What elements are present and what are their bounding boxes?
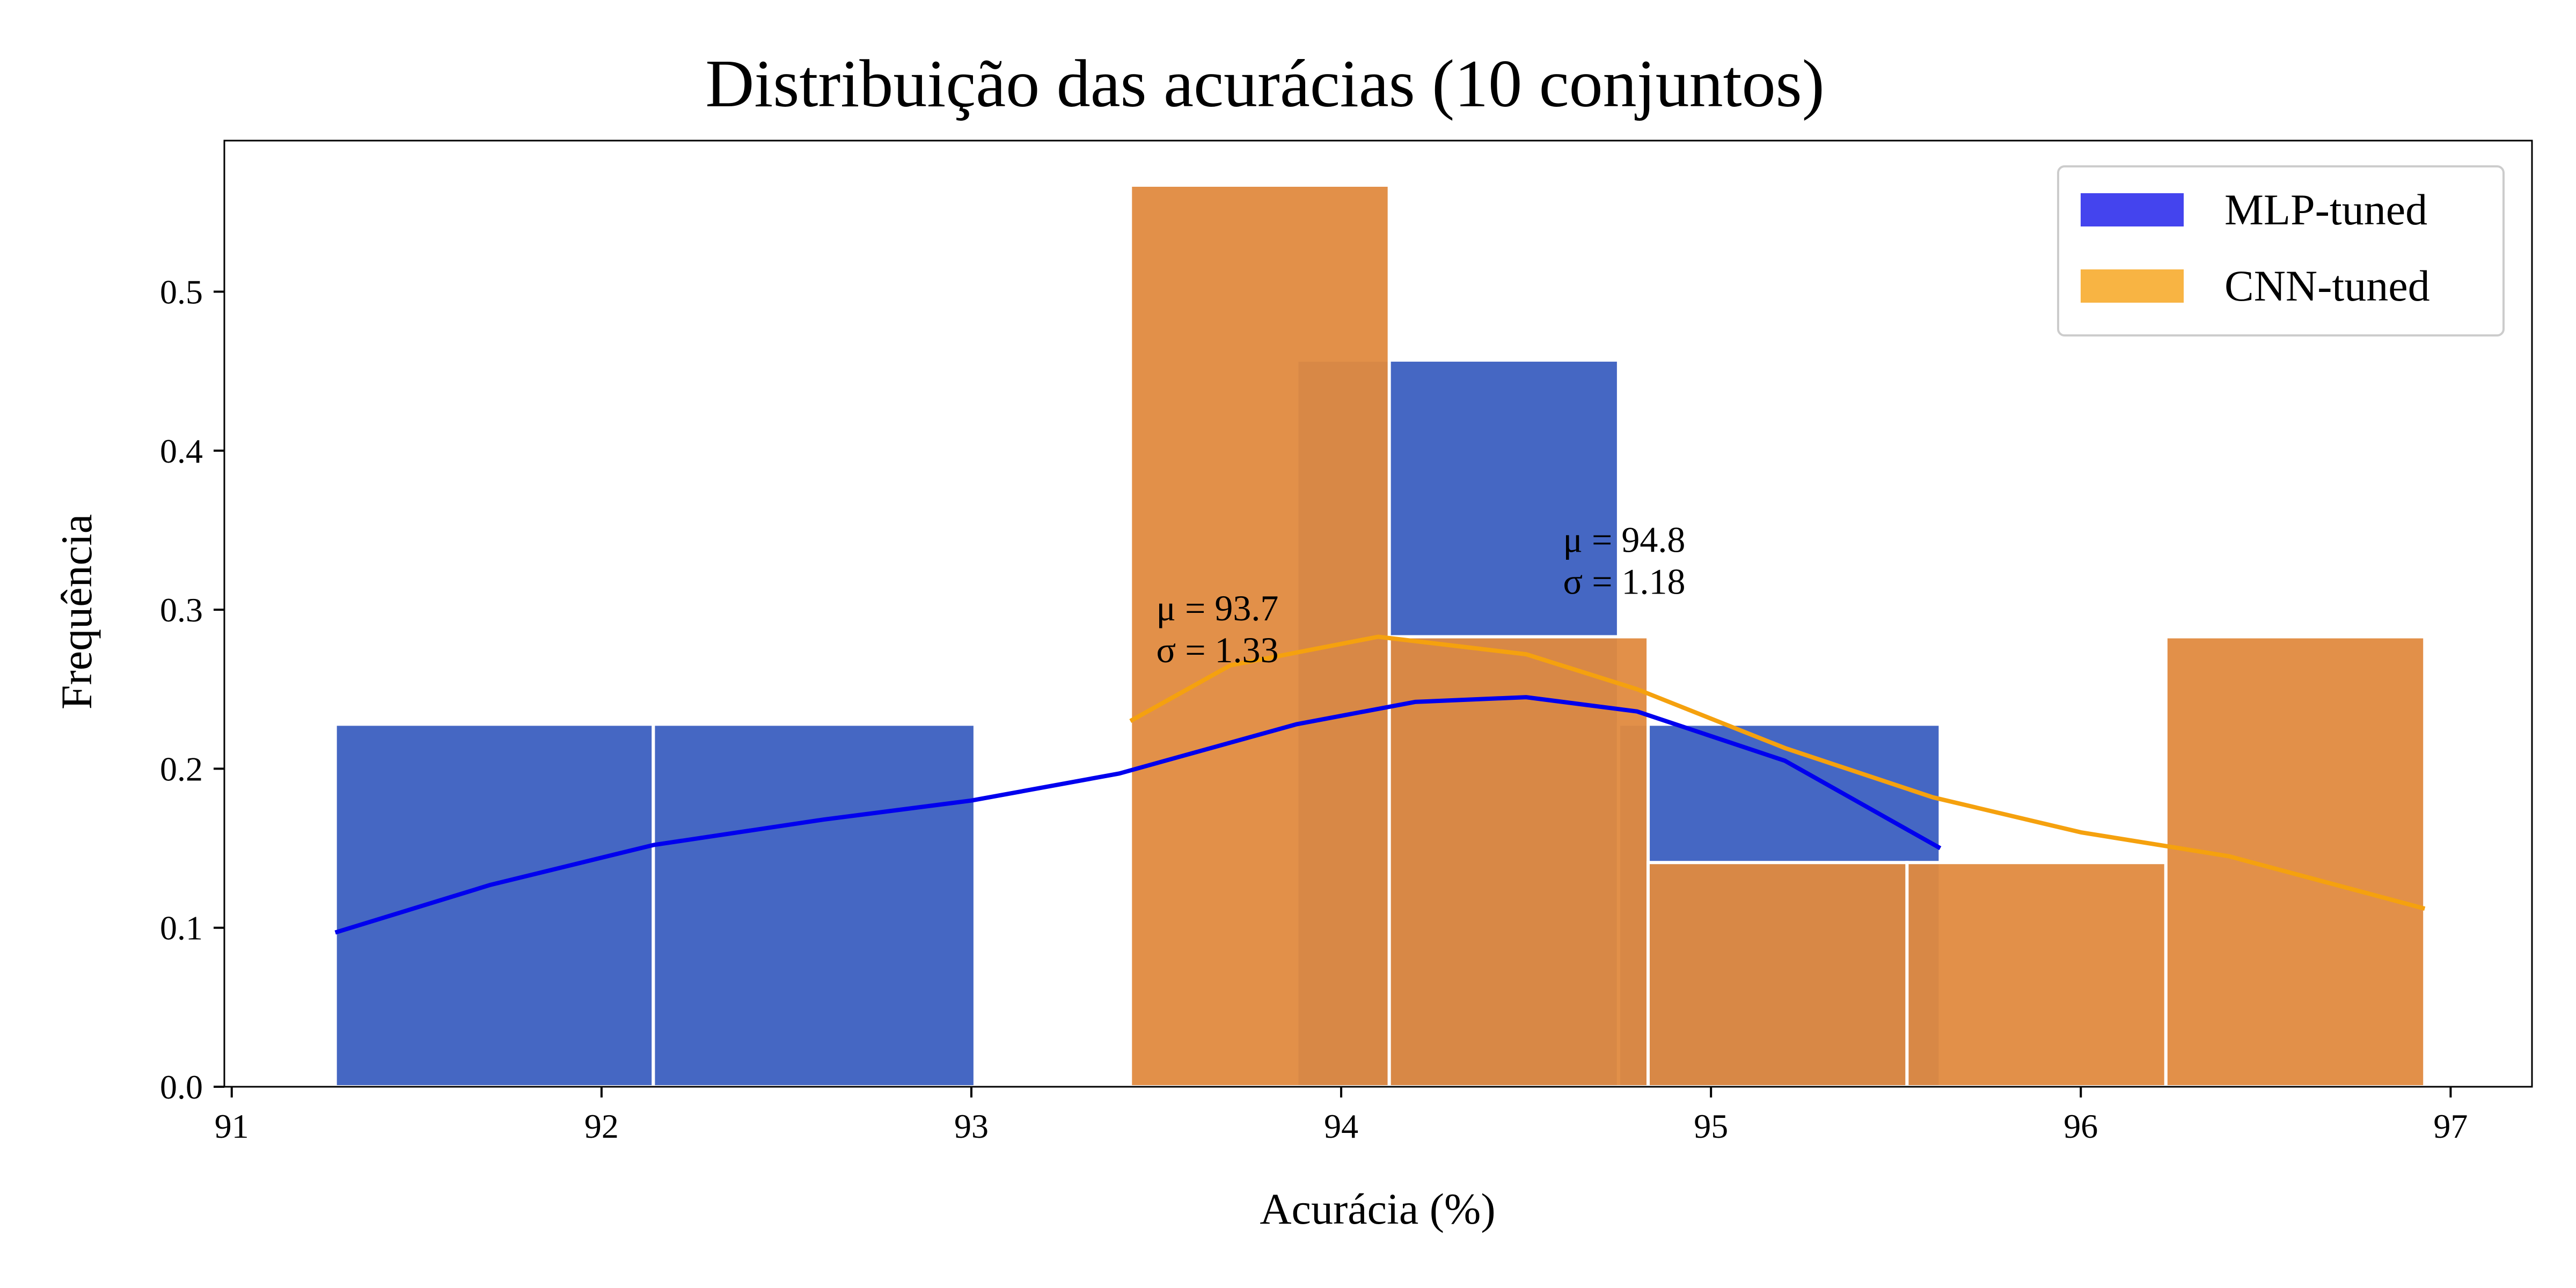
histogram-bar-mlp-1 xyxy=(652,722,977,1088)
y-tick-label-0.0: 0.0 xyxy=(160,1068,203,1106)
x-tick-label-95: 95 xyxy=(1694,1107,1728,1145)
mu-annotation-mlp: μ = 94.8 xyxy=(1563,519,1686,560)
x-tick-label-92: 92 xyxy=(584,1107,619,1145)
legend: MLP-tuned CNN-tuned xyxy=(2057,165,2505,336)
histogram-bar-cnn-2 xyxy=(1646,861,1909,1088)
legend-label-cnn: CNN-tuned xyxy=(2224,261,2430,310)
x-axis-label: Acurácia (%) xyxy=(1260,1184,1495,1233)
sigma-annotation-cnn: σ = 1.33 xyxy=(1157,630,1279,670)
x-tick-label-93: 93 xyxy=(954,1107,989,1145)
y-axis-label: Frequência xyxy=(52,514,101,709)
legend-swatch-mlp xyxy=(2081,193,2184,226)
kde-line-cnn xyxy=(1129,634,2426,911)
plot-area: μ = 94.8σ = 1.18 μ = 93.7σ = 1.33 91 92 93 94… xyxy=(160,140,2533,1145)
histogram-bar-cnn-1 xyxy=(1387,635,1650,1088)
sigma-annotation-mlp: σ = 1.18 xyxy=(1563,561,1686,602)
x-tick-label-94: 94 xyxy=(1324,1107,1358,1145)
y-tick-label-0.5: 0.5 xyxy=(160,273,203,311)
axes-frame xyxy=(223,140,2533,1088)
legend-label-mlp: MLP-tuned xyxy=(2224,185,2427,234)
legend-swatch-cnn xyxy=(2081,269,2184,303)
histogram-bar-cnn-3 xyxy=(1905,861,2168,1088)
histogram-bar-mlp-0 xyxy=(333,722,655,1088)
y-tick-label-0.4: 0.4 xyxy=(160,432,203,470)
y-tick-label-0.1: 0.1 xyxy=(160,909,203,947)
x-tick-label-91: 91 xyxy=(215,1107,249,1145)
kde-line-mlp xyxy=(334,695,1942,935)
chart-title: Distribuição das acurácias (10 conjuntos… xyxy=(705,47,1824,121)
x-tick-label-96: 96 xyxy=(2063,1107,2098,1145)
y-tick-label-0.3: 0.3 xyxy=(160,591,203,629)
y-tick-label-0.2: 0.2 xyxy=(160,750,203,788)
x-tick-label-97: 97 xyxy=(2433,1107,2468,1145)
histogram-bar-cnn-4 xyxy=(2164,635,2427,1088)
mu-annotation-cnn: μ = 93.7 xyxy=(1157,588,1279,628)
